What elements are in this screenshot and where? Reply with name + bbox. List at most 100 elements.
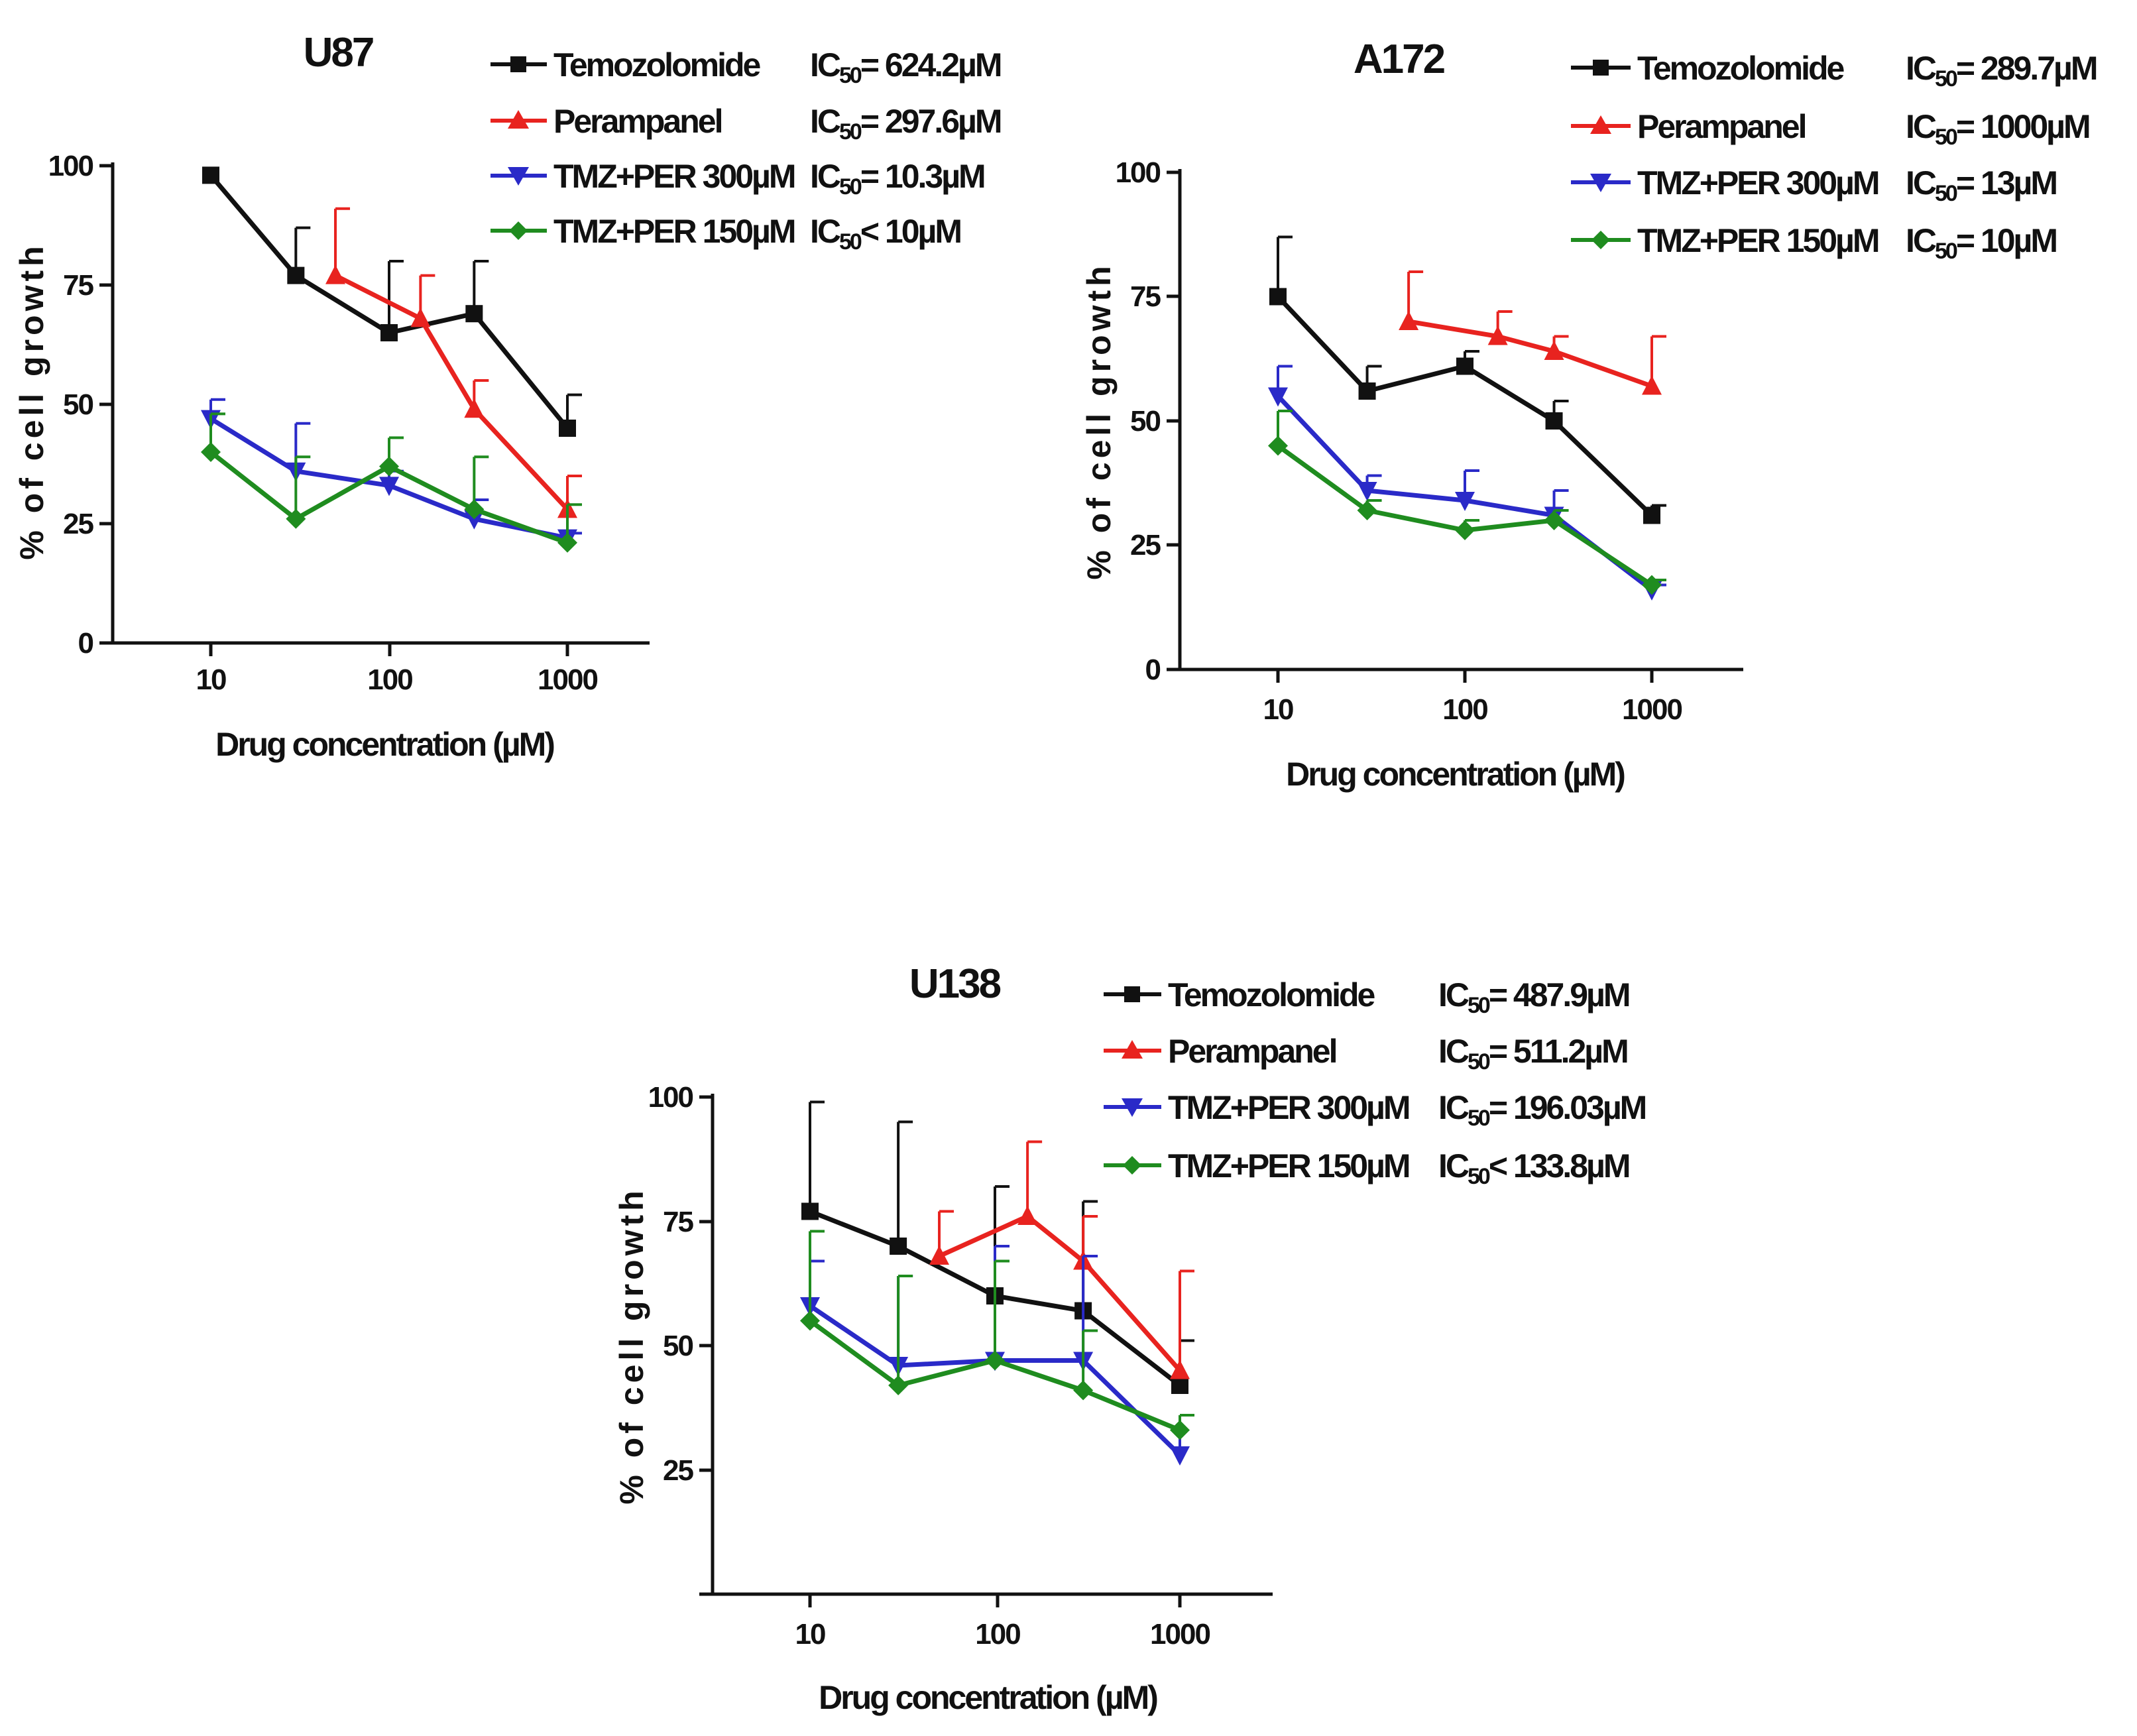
data-point: [1171, 1377, 1188, 1394]
legend-entry: TMZ+PER 150µM IC50< 133.8µM: [1104, 1147, 1631, 1189]
x-axis-label: Drug concentration (µM): [819, 1679, 1157, 1716]
y-tick-label: 100: [648, 1081, 693, 1114]
plot-area: [800, 1100, 1194, 1466]
legend-label: TMZ+PER 150µM: [1168, 1147, 1409, 1185]
data-point: [1073, 1380, 1094, 1401]
y-tick-label: 75: [63, 269, 93, 302]
data-point: [1545, 412, 1563, 430]
legend-label: TMZ+PER 300µM: [1637, 164, 1878, 202]
data-point: [1544, 341, 1564, 360]
data-point: [890, 1238, 907, 1255]
legend-marker: [1590, 115, 1611, 134]
y-tick-label: 100: [48, 150, 93, 182]
legend-ic50: IC50< 133.8µM: [1438, 1147, 1629, 1189]
series-tmz-per-150-m: [201, 412, 582, 553]
plot-area: [1268, 235, 1666, 601]
series-tmz-per-150-m: [800, 1230, 1194, 1440]
series-line: [334, 273, 569, 511]
data-point: [985, 1350, 1005, 1371]
data-point: [464, 499, 485, 520]
legend-marker: [510, 56, 526, 72]
legend-ic50: IC50= 13µM: [1906, 164, 2056, 206]
legend-label: TMZ+PER 150µM: [1637, 222, 1878, 259]
legend-marker: [1593, 60, 1609, 76]
legend-label: Temozolomide: [1637, 50, 1845, 87]
legend-label: TMZ+PER 300µM: [553, 158, 795, 195]
data-point: [1455, 492, 1475, 511]
data-point: [559, 420, 576, 437]
y-axis: 0 25 50 75 100 % of cell growth: [1080, 156, 1182, 686]
legend-ic50: IC50= 289.7µM: [1906, 50, 2097, 91]
x-axis-label: Drug concentration (µM): [1286, 756, 1625, 793]
data-point: [325, 264, 346, 284]
legend-marker: [508, 110, 529, 129]
x-axis: 10 100 1000 Drug concentration (µM): [113, 641, 650, 763]
series-line: [1408, 319, 1653, 388]
x-tick-label: 1000: [1622, 693, 1682, 726]
data-point: [1642, 575, 1662, 595]
legend-marker: [508, 167, 529, 186]
y-tick-label: 25: [663, 1454, 693, 1487]
data-point: [1017, 1206, 1038, 1225]
x-axis-label: Drug concentration (µM): [215, 726, 554, 763]
legend-ic50: IC50= 10µM: [1906, 222, 2056, 264]
legend-entry: Temozolomide IC50= 624.2µM: [491, 46, 1003, 88]
y-axis-label: % of cell growth: [613, 1186, 650, 1504]
x-tick-label: 100: [1442, 693, 1487, 726]
data-point: [1643, 506, 1660, 524]
series-temozolomide: [202, 166, 582, 437]
data-point: [800, 1310, 820, 1331]
series-temozolomide: [1269, 235, 1666, 524]
legend-label: TMZ+PER 300µM: [1168, 1089, 1409, 1126]
data-point: [379, 477, 399, 496]
legend-ic50: IC50< 10µM: [810, 213, 960, 255]
data-point: [1642, 375, 1662, 395]
data-point: [287, 266, 305, 284]
legend-ic50: IC50= 624.2µM: [810, 46, 1001, 88]
legend-ic50: IC50= 10.3µM: [810, 158, 984, 200]
data-point: [1455, 520, 1475, 540]
legend-label: Perampanel: [1168, 1033, 1336, 1070]
legend-entry: Perampanel IC50= 1000µM: [1571, 108, 2091, 150]
data-point: [1399, 311, 1419, 330]
y-tick-label: 0: [78, 627, 93, 660]
data-point: [410, 308, 431, 327]
data-point: [801, 1202, 819, 1220]
x-axis: 10 100 1000 Drug concentration (µM): [1180, 667, 1743, 793]
legend-entry: Perampanel IC50= 511.2µM: [1104, 1033, 1629, 1074]
data-point: [1487, 325, 1508, 345]
x-axis: 10 100 1000 Drug concentration (µM): [713, 1592, 1273, 1716]
legend-label: Perampanel: [553, 103, 722, 140]
legend-entry: TMZ+PER 300µM IC50= 196.03µM: [1104, 1089, 1648, 1131]
legend: Temozolomide IC50= 289.7µM Perampanel IC…: [1571, 50, 2099, 264]
legend-ic50: IC50= 487.9µM: [1438, 976, 1629, 1018]
y-tick-label: 75: [1130, 280, 1161, 313]
y-tick-label: 25: [1130, 529, 1161, 561]
data-point: [1456, 357, 1473, 375]
plot-area: [201, 166, 582, 553]
data-point: [557, 532, 577, 553]
legend-marker: [1122, 1098, 1143, 1117]
x-tick-label: 1000: [538, 664, 597, 696]
x-tick-label: 100: [367, 664, 412, 696]
chart-a172: A172 0 25 50 75 100 % of cell growth 10 …: [1080, 36, 2099, 793]
legend-ic50: IC50= 297.6µM: [810, 103, 1001, 145]
legend-marker: [1124, 986, 1140, 1002]
y-tick-label: 0: [1145, 654, 1161, 686]
x-tick-label: 10: [795, 1618, 825, 1650]
legend-marker: [1590, 174, 1611, 192]
data-point: [202, 166, 219, 184]
legend: Temozolomide IC50= 624.2µM Perampanel IC…: [491, 46, 1003, 255]
legend-entry: Perampanel IC50= 297.6µM: [491, 103, 1003, 145]
data-point: [1269, 288, 1287, 306]
data-point: [1170, 1360, 1190, 1379]
legend-label: Temozolomide: [553, 46, 761, 84]
data-point: [380, 324, 398, 341]
chart-u138: U138 25 50 75 100 % of cell growth 10 10…: [613, 961, 1648, 1716]
legend-entry: Temozolomide IC50= 487.9µM: [1104, 976, 1631, 1018]
chart-title: A172: [1354, 36, 1444, 82]
y-axis-label: % of cell growth: [13, 242, 50, 559]
y-tick-label: 50: [663, 1330, 693, 1362]
chart-title: U87: [304, 30, 373, 76]
data-point: [1268, 435, 1288, 456]
